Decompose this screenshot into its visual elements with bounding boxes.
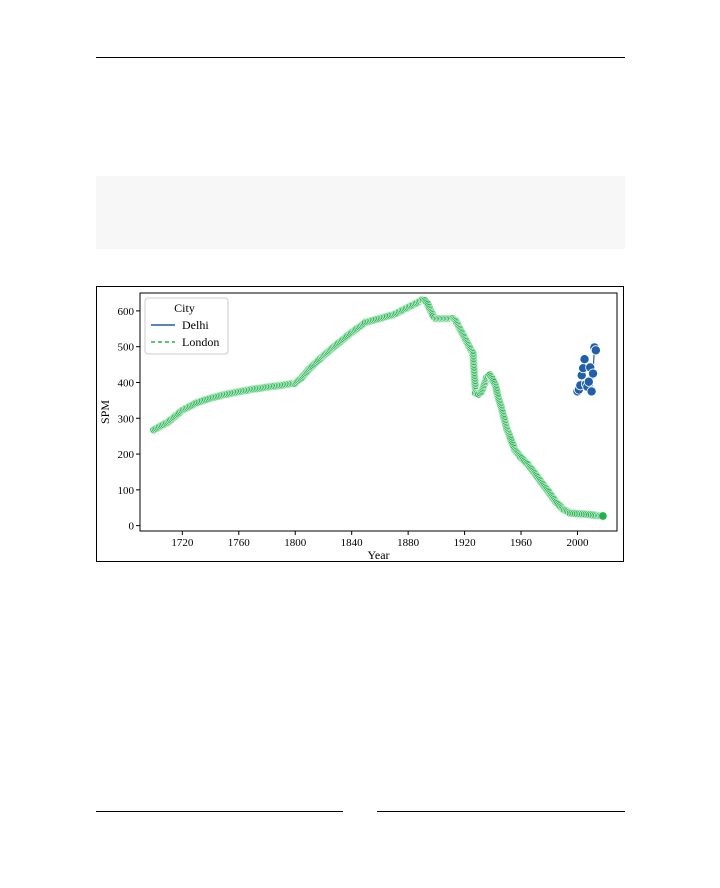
data-point — [586, 386, 597, 397]
footer-rule-right — [377, 811, 625, 812]
series-markers-delhi — [572, 342, 601, 397]
footer-rule-left — [96, 811, 343, 812]
data-point — [583, 376, 594, 387]
data-point — [590, 345, 601, 356]
code-block — [96, 176, 625, 249]
x-tick-label: 1960 — [510, 537, 533, 549]
y-axis-label: SPM — [98, 400, 112, 424]
x-tick-label: 1840 — [341, 537, 364, 549]
y-tick-label: 400 — [118, 377, 135, 389]
y-tick-label: 300 — [118, 413, 135, 425]
y-tick-label: 200 — [118, 449, 135, 461]
x-tick-label: 1880 — [397, 537, 420, 549]
legend-title: City — [174, 301, 195, 315]
legend-label-london: London — [182, 335, 219, 349]
x-axis-label: Year — [367, 548, 389, 561]
x-tick-label: 1720 — [171, 537, 194, 549]
series-markers-london — [149, 295, 608, 521]
y-tick-label: 100 — [118, 485, 135, 497]
x-tick-label: 1800 — [284, 537, 307, 549]
y-tick-label: 0 — [129, 521, 135, 533]
y-tick-label: 500 — [118, 342, 135, 354]
x-tick-label: 1760 — [228, 537, 251, 549]
data-point — [579, 354, 590, 365]
x-tick-label: 1920 — [454, 537, 477, 549]
plot-area-border — [139, 292, 618, 532]
legend-box — [144, 297, 229, 355]
header-rule — [96, 57, 625, 58]
legend-label-delhi: Delhi — [182, 318, 209, 332]
data-point — [598, 511, 608, 521]
data-point — [588, 368, 599, 379]
scatter-chart: 1720 1760 1800 1840 1880 1920 1960 2000 0 100 200 3… — [98, 292, 618, 561]
figure-frame: 1720 1760 1800 1840 1880 1920 1960 2000 0 100 200 3… — [96, 286, 624, 562]
x-tick-label: 2000 — [566, 537, 589, 549]
y-tick-label: 600 — [118, 306, 135, 318]
